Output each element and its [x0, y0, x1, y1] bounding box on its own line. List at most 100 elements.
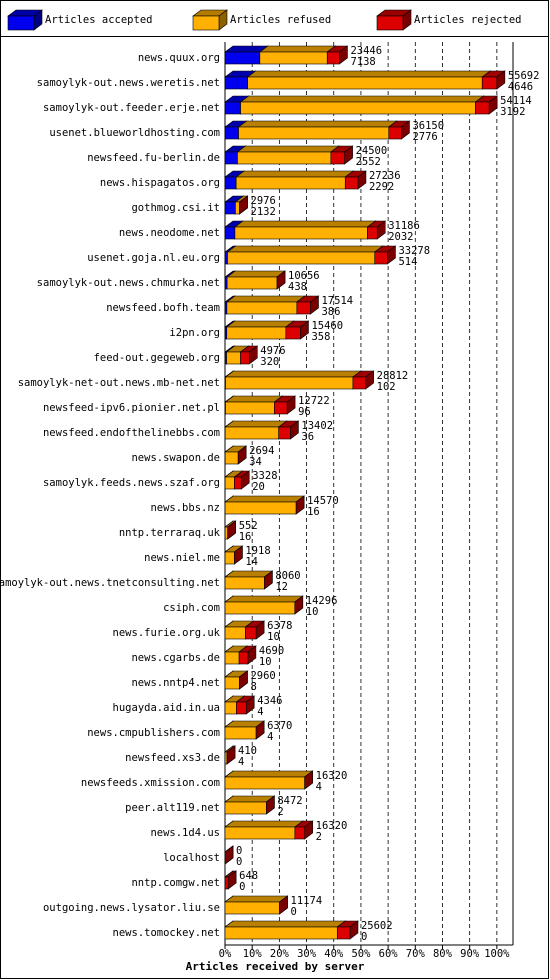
accepted-label: 358: [311, 331, 330, 343]
bar: [240, 101, 476, 115]
total-label: 2976: [251, 195, 276, 207]
x-tick-label: 70%: [406, 948, 426, 960]
total-label: 2694: [249, 445, 274, 457]
bar-top: [236, 145, 340, 153]
accepted-label: 4: [267, 731, 273, 743]
bar-top: [225, 295, 306, 303]
bar: [224, 876, 229, 890]
accepted-label: 2: [277, 806, 283, 818]
accepted-label: 10: [267, 631, 280, 643]
total-label: 13402: [301, 420, 333, 432]
bar-top: [224, 920, 347, 928]
bar-side: [255, 720, 265, 740]
y-tick-label: newsfeed-ipv6.pionier.net.pl: [43, 402, 220, 414]
bar: [224, 426, 280, 440]
y-tick-label: news.tomockey.net: [113, 927, 220, 939]
y-tick-label: samoylyk-out.news.weretis.net: [37, 77, 220, 89]
bar-side: [234, 545, 243, 565]
bar: [224, 651, 240, 665]
bar: [224, 801, 267, 815]
y-tick-label: peer.alt119.net: [125, 802, 220, 814]
accepted-label: 2032: [388, 231, 413, 243]
legend-label: Articles rejected: [414, 14, 521, 26]
bar: [234, 476, 242, 490]
bar: [224, 276, 228, 290]
total-label: 25602: [361, 920, 393, 932]
legend-swatch: [192, 15, 220, 31]
y-tick-label: samoylyk-out.news.tnetconsulting.net: [0, 577, 220, 589]
total-label: 16320: [316, 820, 348, 832]
total-label: 10656: [288, 270, 320, 282]
accepted-label: 0: [239, 881, 245, 893]
y-tick-label: usenet.goja.nl.eu.org: [87, 252, 220, 264]
bar: [225, 376, 354, 390]
accepted-label: 7138: [350, 56, 375, 68]
total-label: 1918: [245, 545, 270, 557]
bar: [224, 51, 261, 65]
accepted-label: 4: [316, 781, 322, 793]
bar: [245, 626, 257, 640]
total-label: 410: [238, 745, 257, 757]
total-label: 4690: [259, 645, 284, 657]
bar: [224, 626, 246, 640]
total-label: 14296: [306, 595, 338, 607]
bar: [224, 451, 239, 465]
y-tick-label: newsfeed.xs3.de: [125, 752, 220, 764]
accepted-label: 16: [239, 531, 252, 543]
bar-top: [224, 795, 276, 803]
y-tick-label: feed-out.gegeweb.org: [94, 352, 220, 364]
y-tick-label: gothmog.csi.it: [131, 202, 220, 214]
accepted-label: 36: [301, 431, 314, 443]
accepted-label: 4646: [508, 81, 533, 93]
total-label: 33278: [398, 245, 430, 257]
accepted-label: 20: [252, 481, 265, 493]
total-label: 16320: [316, 770, 348, 782]
bar-side: [226, 745, 236, 765]
accepted-label: 16: [307, 506, 320, 518]
bar-top: [237, 120, 398, 128]
bar: [224, 76, 248, 90]
y-tick-label: samoylyk-out.news.chmurka.net: [37, 277, 220, 289]
accepted-label: 2552: [356, 156, 381, 168]
legend-label: Articles refused: [230, 14, 331, 26]
bar: [481, 76, 498, 90]
bar-side: [266, 795, 275, 815]
bar-top: [224, 770, 314, 778]
bar-top: [224, 395, 284, 403]
accepted-label: 2: [316, 831, 322, 843]
total-label: 4346: [257, 695, 282, 707]
y-tick-label: usenet.blueworldhosting.com: [49, 127, 220, 139]
accepted-label: 102: [377, 381, 396, 393]
bar-top: [224, 820, 304, 828]
total-label: 54114: [500, 95, 532, 107]
accepted-label: 514: [398, 256, 417, 268]
y-tick-label: news.cmpublishers.com: [87, 727, 220, 739]
accepted-label: 10: [259, 656, 272, 668]
bar: [224, 476, 235, 490]
bar: [226, 301, 298, 315]
x-tick-label: 0%: [219, 948, 232, 960]
bar: [259, 51, 328, 65]
total-label: 0: [236, 845, 242, 857]
y-tick-label: news.swapon.de: [131, 452, 220, 464]
bar: [285, 326, 301, 340]
accepted-label: 0: [291, 906, 297, 918]
bar: [224, 551, 235, 565]
total-label: 36150: [412, 120, 444, 132]
bar-side: [294, 595, 304, 615]
bar-top: [224, 895, 289, 903]
total-label: 31186: [388, 220, 420, 232]
bar: [227, 251, 376, 265]
accepted-label: 438: [288, 281, 307, 293]
x-tick-label: 80%: [433, 948, 453, 960]
bar-top: [224, 595, 304, 603]
total-label: 552: [239, 520, 258, 532]
bar: [374, 251, 388, 265]
bar-side: [295, 495, 305, 515]
total-label: 8060: [275, 570, 300, 582]
bar-side: [237, 445, 247, 465]
y-tick-label: newsfeeds.xmission.com: [81, 777, 220, 789]
accepted-label: 4: [238, 756, 244, 768]
bar: [294, 826, 305, 840]
x-tick-label: 60%: [379, 948, 399, 960]
